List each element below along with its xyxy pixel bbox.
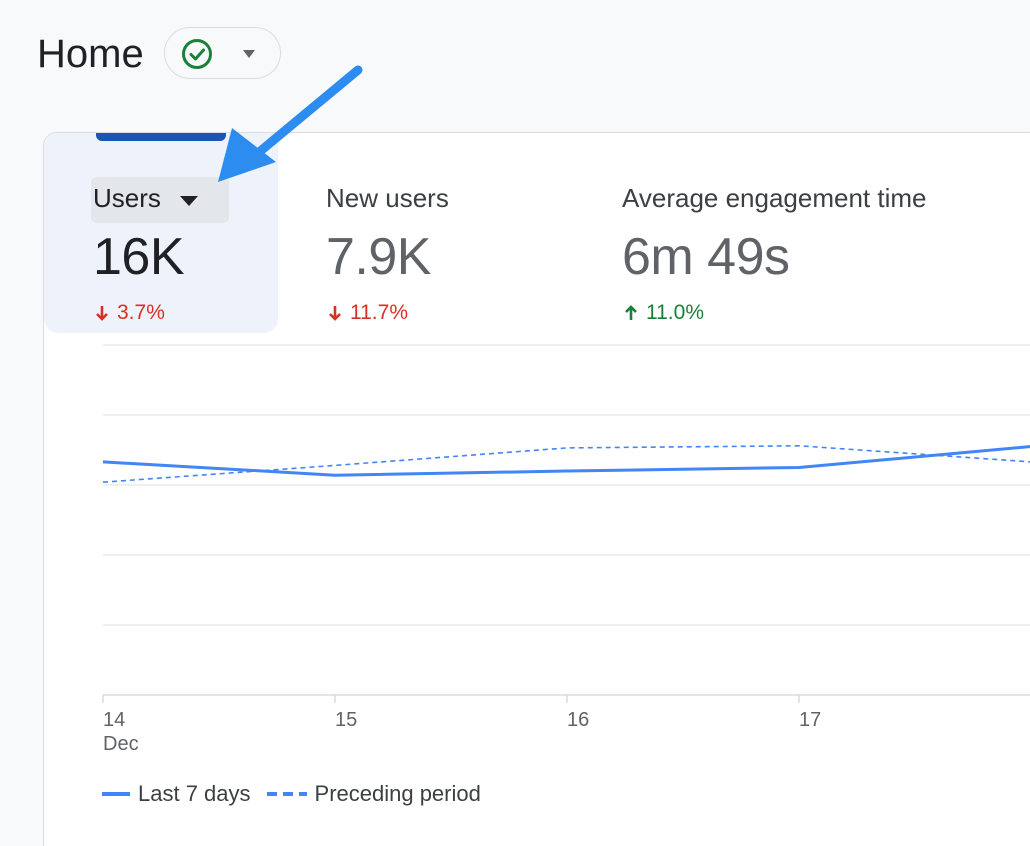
property-status-dropdown[interactable] — [164, 27, 281, 79]
overview-card: Users 16K 3.7% New users 7.9K 11.7% — [43, 132, 1030, 846]
arrow-up-icon — [625, 305, 637, 320]
series-line-last-7-days[interactable] — [102, 445, 1030, 477]
x-tick-label: 16 — [567, 709, 589, 731]
metric-label-new-users: New users — [326, 183, 449, 213]
metric-tab-avg-engagement-time[interactable]: Average engagement time 6m 49s 11.0% — [600, 133, 1020, 333]
x-tick-label: 17 — [799, 709, 821, 731]
metric-change-avg-engagement-time: 11.0% — [624, 301, 704, 325]
metric-change-value: 11.7% — [350, 301, 408, 324]
metric-tab-new-users[interactable]: New users 7.9K 11.7% — [304, 133, 584, 333]
metric-value-avg-engagement-time: 6m 49s — [622, 228, 790, 286]
metric-change-value: 3.7% — [117, 301, 165, 324]
caret-down-icon — [180, 196, 198, 206]
metric-label-users: Users — [93, 183, 161, 213]
metric-change-new-users: 11.7% — [328, 301, 408, 325]
metric-change-users: 3.7% — [95, 301, 165, 325]
series-line-preceding-period[interactable] — [102, 444, 1030, 483]
check-circle-icon — [182, 39, 212, 69]
metric-value-new-users: 7.9K — [326, 228, 431, 286]
legend-item-preceding-period[interactable]: Preceding period — [266, 781, 481, 807]
arrow-down-icon — [329, 306, 341, 321]
x-axis-month-label: Dec — [103, 733, 139, 755]
arrow-down-icon — [96, 306, 108, 321]
line-chart: 1415161718Dec — [102, 344, 1030, 755]
metric-value-users: 16K — [93, 228, 185, 286]
metric-selector-dropdown[interactable]: Users — [91, 177, 229, 223]
chart-legend: Last 7 days Preceding period — [102, 781, 497, 807]
active-tab-indicator — [96, 133, 226, 141]
page-title: Home — [37, 32, 144, 76]
x-tick-label: 14 — [103, 709, 125, 731]
solid-line-swatch — [102, 792, 130, 796]
legend-label-preceding-period: Preceding period — [314, 781, 481, 806]
legend-item-last-7-days[interactable]: Last 7 days — [102, 781, 251, 807]
legend-label-last-7-days: Last 7 days — [138, 781, 251, 806]
caret-down-icon — [243, 50, 255, 58]
x-tick-label: 15 — [335, 709, 357, 731]
metric-label-avg-engagement-time: Average engagement time — [622, 183, 927, 213]
dashed-line-swatch — [266, 792, 307, 796]
metric-change-value: 11.0% — [646, 301, 704, 324]
